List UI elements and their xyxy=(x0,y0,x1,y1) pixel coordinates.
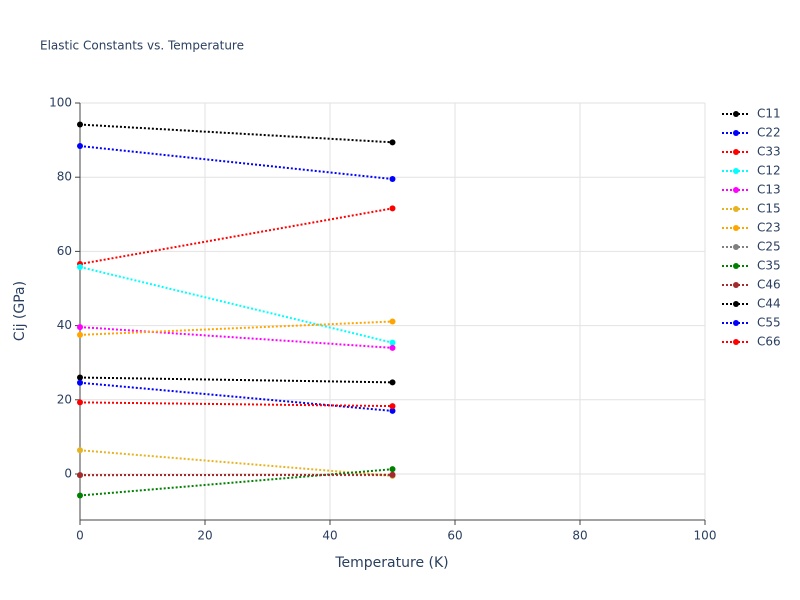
series-line xyxy=(79,449,393,477)
legend-marker xyxy=(733,149,739,155)
x-tick-label: 60 xyxy=(447,529,462,543)
y-tick-label: 0 xyxy=(64,466,72,480)
data-point xyxy=(77,472,83,479)
legend-label: C35 xyxy=(757,259,781,273)
series-line xyxy=(79,401,393,408)
data-point xyxy=(389,466,396,473)
legend-marker xyxy=(733,320,739,326)
data-point xyxy=(77,492,83,499)
legend-marker xyxy=(733,206,739,212)
legend-marker xyxy=(733,339,739,345)
data-point xyxy=(389,403,396,410)
data-point xyxy=(389,205,396,212)
x-tick-label: 20 xyxy=(197,529,212,543)
data-point xyxy=(77,121,83,128)
data-point xyxy=(77,331,83,338)
x-tick-label: 40 xyxy=(322,529,337,543)
legend-marker xyxy=(733,168,739,174)
data-point xyxy=(389,339,396,346)
y-tick-label: 20 xyxy=(57,392,72,406)
legend-marker xyxy=(733,187,739,193)
data-point xyxy=(389,318,396,325)
legend-label: C22 xyxy=(757,126,781,140)
legend-label: C15 xyxy=(757,202,781,216)
data-point xyxy=(389,471,396,478)
series-line xyxy=(79,468,393,497)
data-point xyxy=(77,324,83,331)
data-point xyxy=(389,407,396,414)
legend-label: C25 xyxy=(757,240,781,254)
legend-marker xyxy=(733,263,739,269)
series-line xyxy=(79,207,393,265)
legend-label: C46 xyxy=(757,278,781,292)
series-line xyxy=(79,326,393,349)
y-tick-label: 100 xyxy=(49,96,72,110)
legend-label: C11 xyxy=(757,107,781,121)
data-point xyxy=(77,374,83,381)
legend-marker xyxy=(733,225,739,231)
legend-label: C12 xyxy=(757,164,781,178)
data-point xyxy=(77,379,83,386)
legend-marker xyxy=(733,301,739,307)
data-point xyxy=(389,344,396,351)
data-point xyxy=(389,379,396,386)
y-axis-label: Cij (GPa) xyxy=(12,281,28,341)
x-tick-label: 80 xyxy=(572,529,587,543)
series-line xyxy=(79,266,393,344)
data-point xyxy=(77,447,83,454)
legend-label: C55 xyxy=(757,316,781,330)
series-line xyxy=(79,145,393,181)
legend-marker xyxy=(733,282,739,288)
y-tick-label: 40 xyxy=(57,318,72,332)
legend: C11 C22 C33 C12 C13 C15 C23 C25 C35 C46 C44 C55 C66 xyxy=(722,107,781,349)
series-line xyxy=(79,123,393,144)
plot-area xyxy=(77,121,396,499)
legend-marker xyxy=(733,130,739,136)
x-tick-label: 100 xyxy=(694,529,717,543)
series-line xyxy=(79,381,393,412)
y-tick-label: 60 xyxy=(57,244,72,258)
data-point xyxy=(77,399,83,406)
data-point xyxy=(389,139,396,146)
legend-label: C66 xyxy=(757,335,781,349)
legend-label: C23 xyxy=(757,221,781,235)
x-axis-label: Temperature (K) xyxy=(334,555,448,571)
legend-marker xyxy=(733,111,739,117)
data-point xyxy=(77,263,83,270)
data-point xyxy=(77,143,83,150)
chart-title: Elastic Constants vs. Temperature xyxy=(40,39,244,53)
legend-marker xyxy=(733,244,739,250)
series-line xyxy=(79,320,393,336)
x-tick-label: 0 xyxy=(76,529,84,543)
data-point xyxy=(389,176,396,183)
legend-label: C44 xyxy=(757,297,781,311)
y-tick-label: 80 xyxy=(57,170,72,184)
series-line xyxy=(79,376,393,384)
legend-label: C33 xyxy=(757,145,781,159)
legend-label: C13 xyxy=(757,183,781,197)
